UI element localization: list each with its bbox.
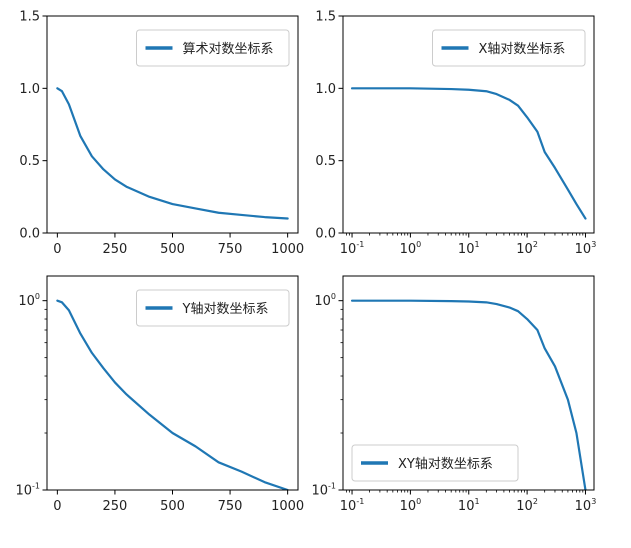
subplot-bottom-left: 0 250 500 750 1000 10-1 100 Y轴对数坐标系	[15, 275, 304, 514]
axes-frame	[342, 275, 595, 491]
y-tick-label: 10-1	[15, 482, 40, 499]
y-tick-label: 1.5	[315, 10, 336, 25]
legend-label: 算术对数坐标系	[183, 42, 274, 57]
y-tick-label: 0.5	[19, 154, 40, 169]
y-tick-label: 0.0	[315, 227, 336, 242]
y-tick-label: 1.0	[315, 82, 336, 97]
x-tick-label: 750	[218, 499, 243, 514]
legend-frame	[136, 289, 290, 327]
x-tick-label: 102	[516, 240, 538, 257]
x-tick-label: 1000	[271, 242, 304, 257]
x-tick-label: 103	[575, 240, 597, 257]
series-line	[350, 299, 587, 490]
y-tick-label: 0.0	[19, 227, 40, 242]
x-tick-label: 0	[53, 242, 61, 257]
series-line	[56, 87, 289, 220]
subplot-top-left: 0 250 500 750 1000 0.0 0.5 1.0 1.5 算术对数坐标系	[19, 10, 304, 258]
legend-frame	[136, 29, 290, 67]
legend-label: XY轴对数坐标系	[398, 457, 493, 472]
x-tick-label: 101	[458, 497, 480, 514]
x-tick-label: 102	[516, 497, 538, 514]
x-tick-label: 10-1	[340, 497, 365, 514]
y-tick-label: 1.0	[19, 82, 40, 97]
x-tick-label: 500	[160, 242, 185, 257]
legend-label: X轴对数坐标系	[479, 42, 566, 57]
x-tick-label: 10-1	[340, 240, 365, 257]
x-tick-label: 0	[53, 499, 61, 514]
y-tick-label: 10-1	[311, 482, 336, 499]
y-tick-label: 0.5	[315, 154, 336, 169]
axes-frame	[342, 15, 595, 234]
legend: Y轴对数坐标系	[136, 289, 290, 327]
legend: X轴对数坐标系	[432, 29, 586, 67]
legend-frame	[351, 444, 519, 482]
x-tick-label: 250	[103, 242, 128, 257]
legend: XY轴对数坐标系	[351, 444, 519, 482]
subplot-top-right: 10-1 100 101 102 103 0.0 0.5 1.0 1.5 X轴对数坐标系	[315, 10, 596, 258]
x-tick-label: 250	[103, 499, 128, 514]
x-tick-label: 100	[400, 497, 422, 514]
y-tick-label: 100	[18, 292, 40, 309]
series-line	[56, 299, 289, 490]
y-tick-label: 1.5	[19, 10, 40, 25]
subplot-bottom-right: 10-1 100 101 102 103 10-1 100 XY轴对数坐标系	[311, 275, 597, 514]
legend-label: Y轴对数坐标系	[182, 302, 269, 317]
x-tick-label: 750	[218, 242, 243, 257]
legend: 算术对数坐标系	[136, 29, 290, 67]
x-tick-label: 103	[575, 497, 597, 514]
x-tick-label: 100	[400, 240, 422, 257]
series-line	[350, 87, 587, 220]
legend-frame	[432, 29, 586, 67]
axes-frame	[46, 275, 299, 491]
x-tick-label: 1000	[271, 499, 304, 514]
x-tick-label: 101	[458, 240, 480, 257]
y-tick-label: 100	[314, 292, 336, 309]
x-tick-label: 500	[160, 499, 185, 514]
axes-frame	[46, 15, 299, 234]
